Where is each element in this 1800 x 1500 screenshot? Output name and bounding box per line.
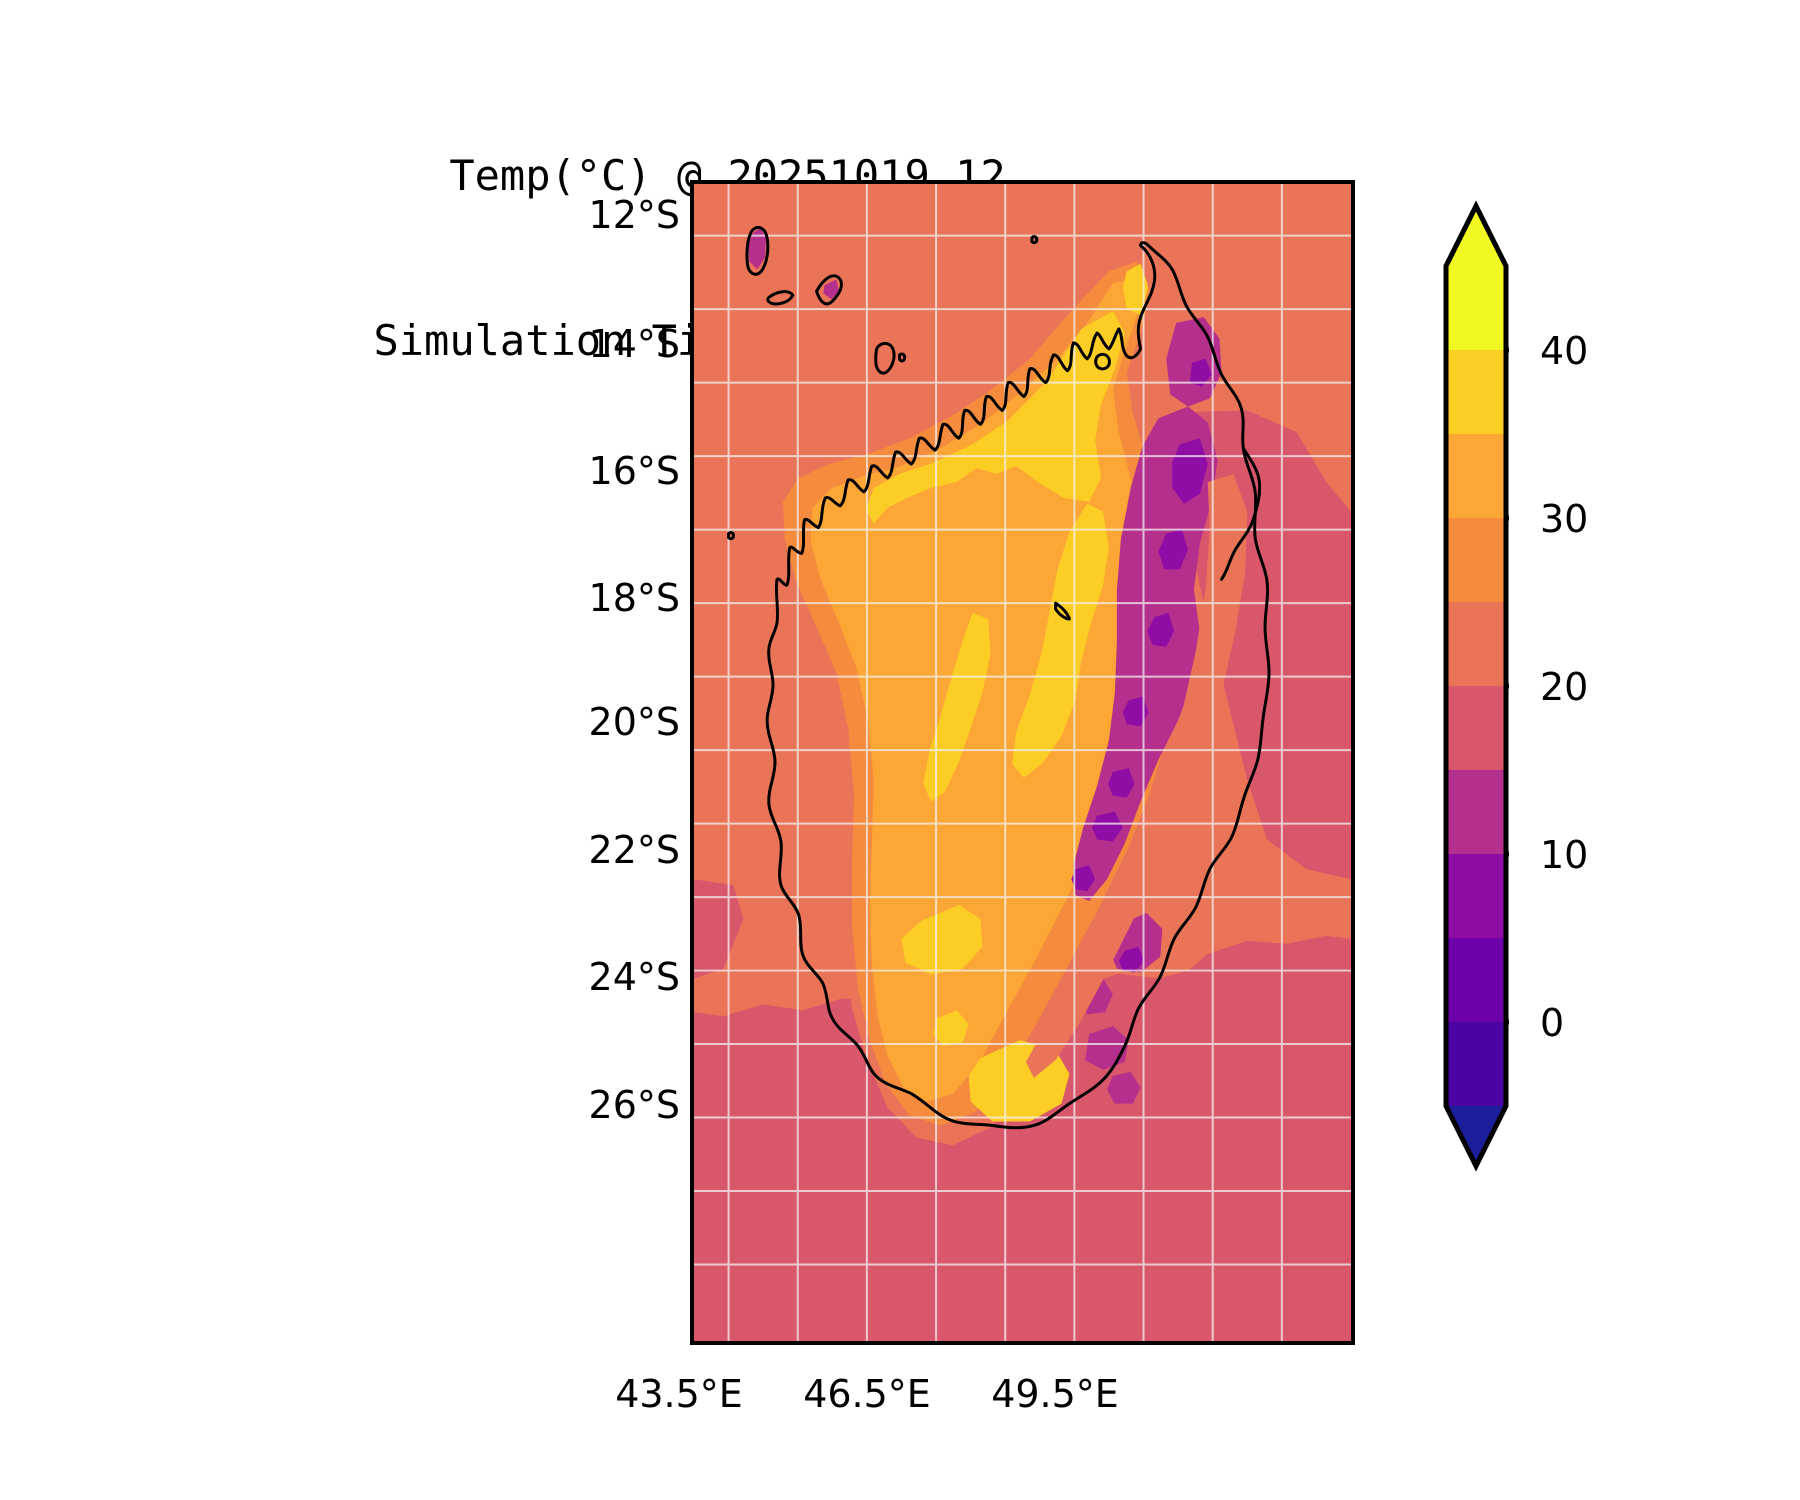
coastline-anjouan [815,274,843,306]
contour-hot-small-41c [933,1010,969,1047]
colorbar-outline [1443,200,1509,1172]
contour-peak-17c-a [1172,438,1208,504]
contour-hot-peak-north-41c [865,311,1125,524]
coastline-dot-w [727,531,736,541]
colorbar-gradient [1443,200,1509,1172]
y-tick-label-2: 16°S [588,449,680,493]
coastline-madagascar [765,241,1271,1130]
contour-peak-17c-h [1118,946,1145,973]
contour-peak-17c-e [1107,767,1135,798]
contour-ocean-warm-tongue-27c [1118,879,1351,979]
coastline-dot-ne [1030,235,1039,245]
colorbar[interactable] [1443,178,1509,1178]
coastline-nosy-be [1094,352,1111,371]
coastline-masoala-peninsula [1220,446,1262,581]
y-tick-label-3: 18°S [588,576,680,620]
contour-hot-west-41c [901,905,983,975]
y-tick-label-5: 22°S [588,828,680,872]
contour-ocean-cool-23c [694,935,1351,1341]
contour-east-coast-strip-27c [1025,473,1248,1078]
y-tick-label-4: 20°S [588,700,680,744]
contour-highlands6-22c [1106,1071,1141,1104]
colorbar-extend-min-arrow [1446,1106,1506,1166]
contour-peak-17c-c [1147,613,1175,647]
contour-peak-17c-f [1092,811,1123,842]
colorbar-tick-label-10: 10 [1540,833,1589,877]
contour-hot-ridge-41c [1012,503,1109,778]
map-gridlines [694,184,1351,1341]
coastline-grande-comore [745,225,770,276]
x-tick-label-1: 46.5°E [803,1372,931,1416]
contour-peak-17c-g [1071,865,1096,892]
contour-ocean-cool-west-23c [694,879,744,979]
colorbar-bands [1446,266,1506,1106]
coastline-islet-sw [1054,601,1071,621]
y-tick-label-0: 12°S [588,193,680,237]
x-tick-label-2: 49.5°E [991,1372,1119,1416]
coastline-mayotte [874,341,896,375]
x-tick-label-0: 43.5°E [615,1372,743,1416]
y-tick-label-7: 26°S [588,1083,680,1127]
colorbar-extend-max-arrow [1446,206,1506,266]
y-tick-label-1: 14°S [588,322,680,366]
coastline-mayotte-islet [898,352,907,363]
contour-peak-17c-b [1158,529,1188,570]
contour-hot-nw-tip-41c [1122,263,1149,316]
coastline-moheli [766,290,795,306]
y-tick-label-6: 24°S [588,955,680,999]
island-grande-comore-fill [748,227,767,270]
colorbar-tick-label-30: 30 [1540,497,1589,541]
contour-hot-ridge2-41c [923,613,991,802]
colorbar-tick-label-20: 20 [1540,665,1589,709]
contour-peak-17c-i [1189,358,1212,387]
contour-peak-17c-d [1122,696,1149,727]
map-axes[interactable] [690,180,1355,1345]
colorbar-tick-label-0: 0 [1540,1001,1565,1045]
coastline-layer [727,225,1271,1130]
temperature-contour-map [694,184,1351,1341]
colorbar-tick-label-40: 40 [1540,329,1589,373]
island-anjouan-fill [823,279,840,300]
